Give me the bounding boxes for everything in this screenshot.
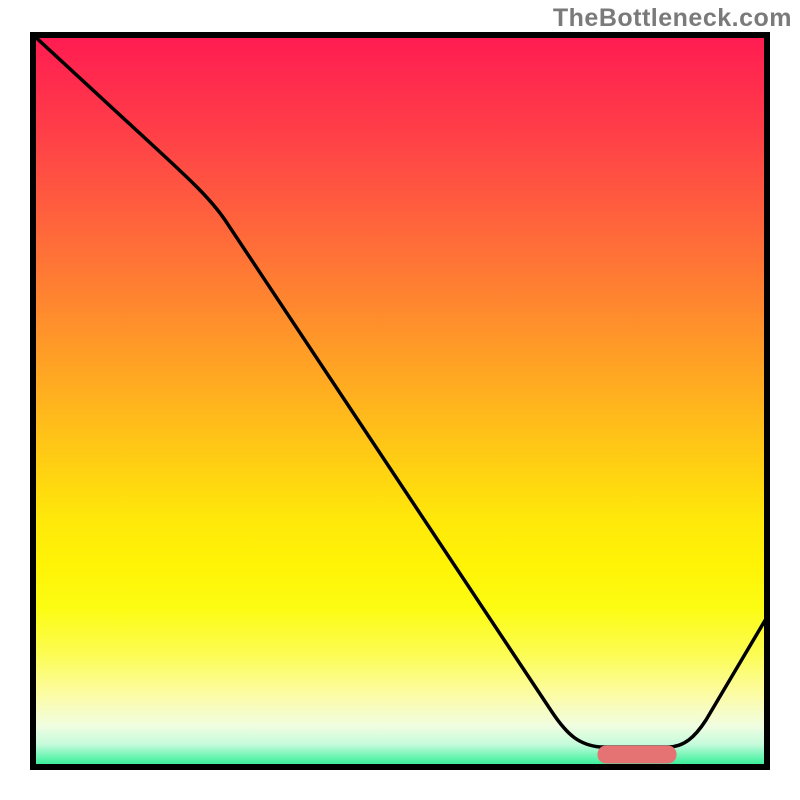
bottleneck-chart	[0, 0, 800, 800]
watermark-text: TheBottleneck.com	[553, 4, 792, 33]
optimal-range-marker	[598, 746, 676, 763]
gradient-background	[30, 32, 770, 770]
chart-container: TheBottleneck.com	[0, 0, 800, 800]
